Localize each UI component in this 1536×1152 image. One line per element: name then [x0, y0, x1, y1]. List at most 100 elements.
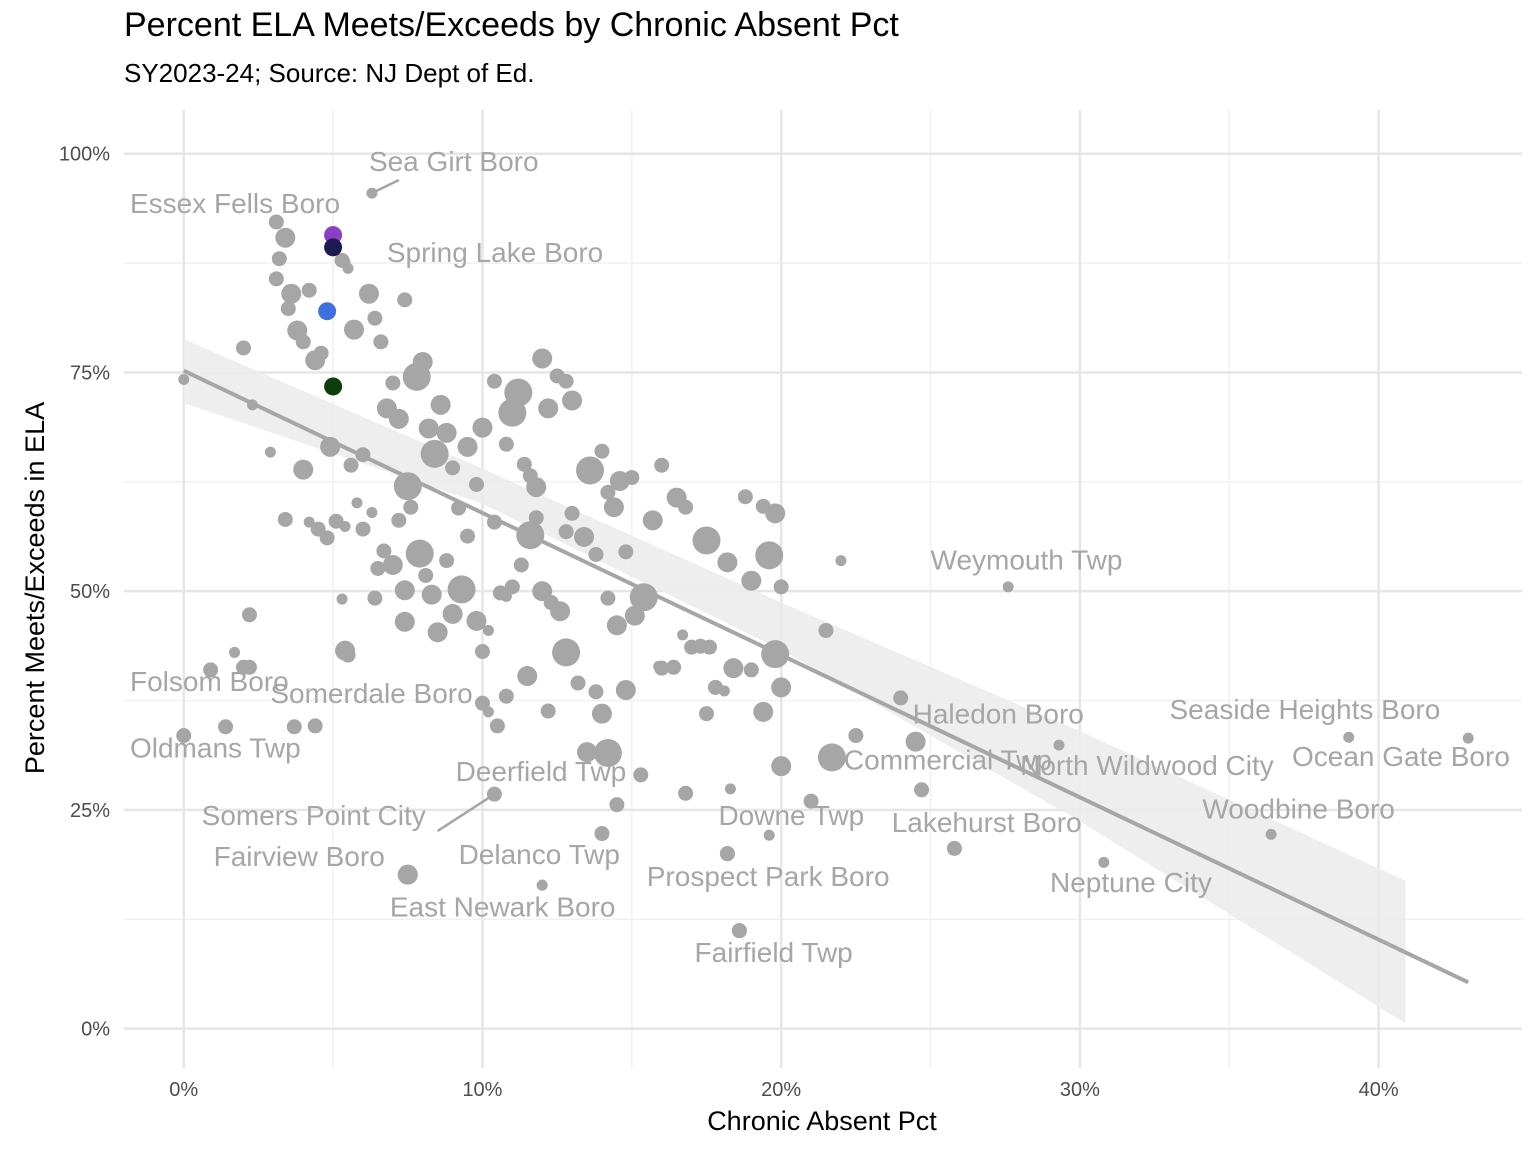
- points: [176, 187, 1474, 939]
- leader-line: [371, 178, 400, 195]
- data-point: [436, 422, 457, 443]
- data-point: [313, 345, 329, 361]
- data-point: [588, 684, 604, 700]
- data-point: [893, 690, 909, 706]
- data-point: [516, 456, 532, 472]
- data-point: [600, 590, 616, 606]
- data-point: [633, 767, 649, 783]
- data-point: [339, 520, 351, 532]
- data-point: [391, 512, 407, 528]
- chart-title: Percent ELA Meets/Exceeds by Chronic Abs…: [124, 6, 899, 44]
- data-point: [574, 526, 595, 547]
- data-point: [771, 756, 792, 777]
- data-point: [466, 610, 487, 631]
- data-point: [439, 553, 455, 569]
- data-point: [336, 593, 348, 605]
- x-tick-label: 10%: [462, 1079, 502, 1101]
- data-point: [773, 579, 789, 595]
- labeled-data-point: [763, 829, 775, 841]
- data-point: [445, 460, 461, 476]
- data-point: [295, 334, 311, 350]
- confidence-band-area: [183, 339, 1406, 1024]
- data-point: [540, 703, 556, 719]
- data-point: [430, 394, 451, 415]
- data-point: [504, 579, 520, 595]
- data-point: [677, 629, 689, 641]
- data-point: [203, 662, 219, 678]
- data-point: [472, 417, 493, 438]
- data-point: [301, 282, 317, 298]
- data-point: [723, 658, 744, 679]
- data-point: [489, 718, 505, 734]
- data-point: [603, 497, 624, 518]
- data-point: [394, 580, 415, 601]
- labeled-data-point: [1265, 828, 1277, 840]
- point-label: North Wildwood City: [1020, 750, 1274, 781]
- highlight-points: [318, 226, 343, 396]
- point-label: Spring Lake Boro: [387, 237, 603, 268]
- data-point: [412, 351, 433, 372]
- data-point: [286, 719, 302, 735]
- data-point: [241, 607, 257, 623]
- data-point: [692, 526, 721, 555]
- data-point: [218, 719, 234, 735]
- labeled-data-point: [1343, 731, 1355, 743]
- data-point: [340, 647, 356, 663]
- point-label: Ocean Gate Boro: [1292, 741, 1510, 772]
- labeled-data-point: [397, 864, 418, 885]
- data-point: [755, 541, 784, 570]
- data-point: [427, 622, 448, 643]
- point-label: Deerfield Twp: [456, 756, 627, 787]
- data-point: [517, 666, 538, 687]
- data-point: [718, 685, 730, 697]
- labeled-data-point: [731, 923, 747, 939]
- data-point: [803, 793, 819, 809]
- x-axis-title: Chronic Absent Pct: [707, 1106, 937, 1136]
- point-label: Neptune City: [1050, 867, 1212, 898]
- data-point: [504, 378, 533, 407]
- data-point: [526, 477, 547, 498]
- data-point: [528, 510, 544, 526]
- point-label: Delanco Twp: [459, 839, 620, 870]
- data-point: [600, 484, 616, 500]
- data-point: [765, 503, 786, 524]
- point-label: Weymouth Twp: [931, 544, 1123, 575]
- data-point: [421, 584, 442, 605]
- point-label: Downe Twp: [718, 800, 864, 831]
- data-point: [818, 623, 834, 639]
- data-point: [724, 783, 736, 795]
- point-label: Seaside Heights Boro: [1170, 694, 1441, 725]
- data-point: [367, 590, 383, 606]
- data-point: [564, 505, 580, 521]
- data-point: [229, 646, 241, 658]
- data-point: [468, 476, 484, 492]
- data-point: [666, 659, 682, 675]
- data-point: [275, 227, 296, 248]
- point-label: East Newark Boro: [390, 892, 616, 923]
- data-point: [482, 706, 494, 718]
- data-point: [562, 390, 583, 411]
- data-point: [570, 675, 586, 691]
- data-point: [500, 590, 512, 602]
- data-point: [743, 662, 759, 678]
- point-label: Folsom Boro: [130, 666, 289, 697]
- labeled-data-point: [1053, 739, 1065, 751]
- labeled-data-point: [719, 846, 735, 862]
- data-point: [457, 436, 478, 457]
- point-label: Somers Point City: [202, 800, 426, 831]
- data-point: [498, 688, 514, 704]
- labeled-data-point: [905, 731, 926, 752]
- x-tick-label: 0%: [169, 1079, 198, 1101]
- data-point: [268, 271, 284, 287]
- data-point: [513, 557, 529, 573]
- labeled-data-point: [241, 659, 257, 675]
- data-point: [486, 373, 502, 389]
- data-point: [405, 539, 434, 568]
- highlight-point: [324, 238, 343, 257]
- data-point: [460, 528, 476, 544]
- data-point: [382, 554, 403, 575]
- data-point: [418, 567, 434, 583]
- data-point: [558, 524, 574, 540]
- data-point: [771, 677, 792, 698]
- data-point: [277, 511, 293, 527]
